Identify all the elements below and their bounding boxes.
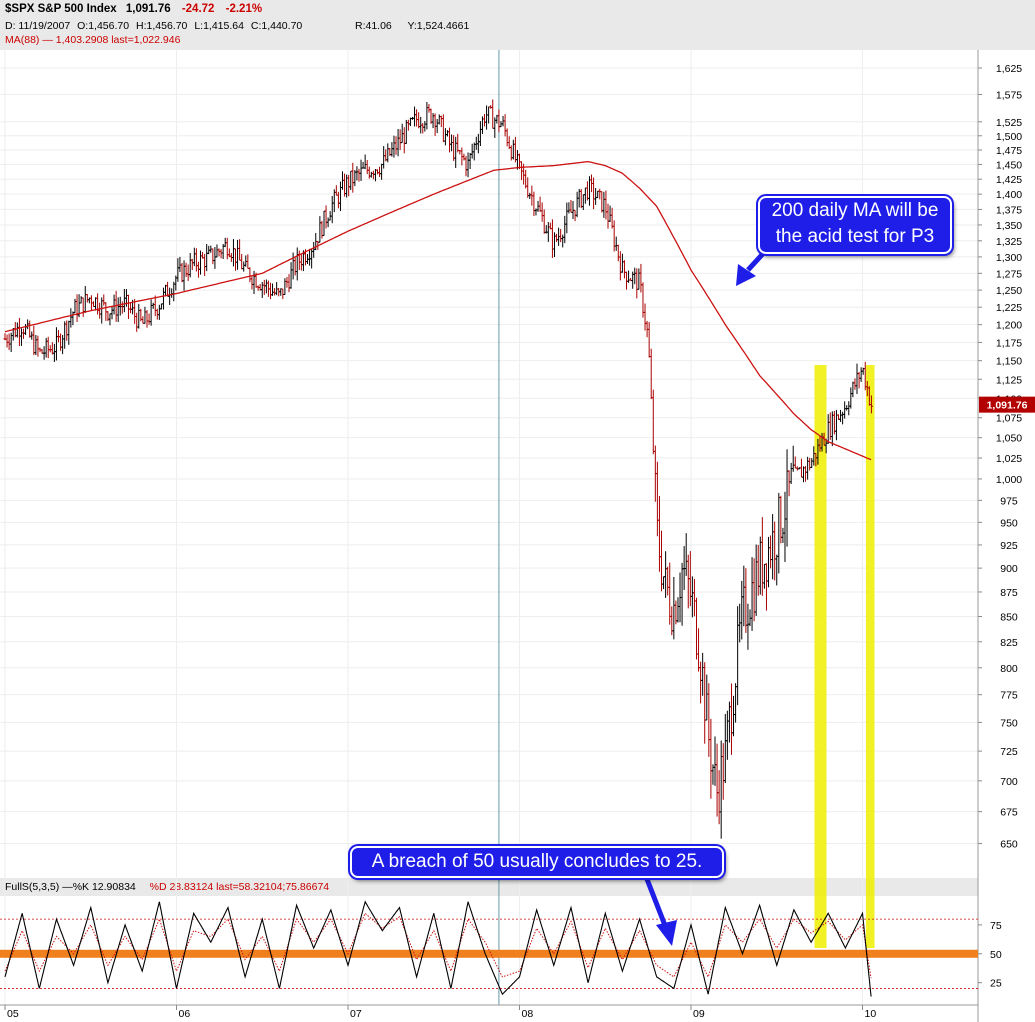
y-tick-label: 1,150 (996, 356, 1022, 368)
y-tick-label: 700 (1000, 776, 1018, 788)
stoch-k-label: —%K 12.90834 (62, 881, 136, 893)
y-tick-label: 1,075 (996, 413, 1022, 425)
ma-note-arrowhead (736, 264, 756, 286)
y-tick-label: 675 (1000, 807, 1018, 819)
y-tick-label: 1,025 (996, 453, 1022, 465)
y-tick-label: 800 (1000, 663, 1018, 675)
stoch-note-arrow (642, 873, 669, 929)
stoch-note-arrowhead (656, 920, 677, 946)
ma-line (4, 160, 872, 461)
price-change: -24.72 (181, 3, 215, 15)
ohlc-readout: D: 11/19/2007 O:1,456.70 H:1,456.70 L:1,… (5, 20, 302, 32)
y-tick-label: 1,300 (996, 252, 1022, 264)
y-tick-label: 775 (1000, 690, 1018, 702)
y-tick-label: 1,275 (996, 268, 1022, 280)
x-tick-label: 08 (522, 1008, 534, 1020)
x-tick-label: 06 (179, 1008, 191, 1020)
stochastic-header (0, 878, 978, 896)
annotation-arrows (642, 244, 772, 946)
ma-note-line1: 200 daily MA will be (771, 200, 939, 221)
y-tick-label: 1,525 (996, 117, 1022, 129)
ma-88-line (4, 160, 872, 461)
stoch-note-text: A breach of 50 usually concludes to 25. (371, 851, 703, 872)
stoch-y-label: 25 (990, 978, 1002, 990)
y-tick-label: 725 (1000, 746, 1018, 758)
price-bars (3, 99, 873, 839)
y-tick-label: 1,350 (996, 220, 1022, 232)
y-tick-label: 1,175 (996, 337, 1022, 349)
y-tick-label: 900 (1000, 563, 1018, 575)
chart-header (0, 0, 978, 50)
stoch-k-line (4, 900, 872, 997)
y-tick-label: 650 (1000, 839, 1018, 851)
y-value: Y:1,524.4661 (407, 20, 470, 32)
y-tick-label: 1,425 (996, 174, 1022, 186)
last-price-badge-text: 1,091.76 (987, 400, 1028, 412)
symbol-name: $SPX S&P 500 Index (5, 3, 117, 15)
y-tick-label: 1,575 (996, 89, 1022, 101)
y-tick-label: 925 (1000, 540, 1018, 552)
chart-header-right (978, 0, 1035, 50)
last-price: 1,091.76 (125, 3, 171, 15)
y-tick-label: 1,625 (996, 63, 1022, 75)
low-value: L:1,415.64 (194, 20, 244, 32)
bar-date: D: 11/19/2007 (5, 20, 71, 32)
symbol-title: $SPX S&P 500 Index 1,091.76 -24.72 -2.21… (5, 3, 262, 15)
highlight-bar (814, 365, 827, 948)
price-axis: 650 675 700 725 750 775 800 825 850 875 900 925 950 9… (977, 50, 1035, 1022)
stoch-d-line (4, 912, 872, 979)
y-tick-label: 975 (1000, 495, 1018, 507)
y-tick-label: 1,450 (996, 159, 1022, 171)
y-tick-label: 1,200 (996, 320, 1022, 332)
y-tick-label: 1,500 (996, 131, 1022, 143)
y-tick-label: 750 (1000, 717, 1018, 729)
y-tick-label: 1,250 (996, 285, 1022, 297)
highlight-bars (814, 365, 875, 948)
stoch-y-label: 75 (990, 920, 1002, 932)
stochastic-legend: FullS(5,3,5) —%K 12.90834 %D 28.83124 la… (5, 881, 329, 893)
y-tick-label: 1,125 (996, 374, 1022, 386)
y-tick-label: 1,325 (996, 236, 1022, 248)
stoch-y-label: 50 (990, 949, 1002, 961)
range-readout: R:41.06 Y:1,524.4661 (355, 20, 469, 32)
price-change-pct: -2.21% (225, 3, 263, 15)
open-value: O:1,456.70 (77, 20, 130, 32)
x-tick-label: 09 (693, 1008, 705, 1020)
y-tick-label: 1,050 (996, 433, 1022, 445)
level-50-band (0, 949, 978, 958)
y-tick-label: 1,000 (996, 474, 1022, 486)
highlight-bar (865, 365, 875, 948)
time-axis: 05 06 07 08 09 10 (0, 1004, 978, 1020)
y-tick-label: 1,375 (996, 204, 1022, 216)
y-tick-label: 950 (1000, 517, 1018, 529)
stochastic-panel: 25 50 75 (0, 900, 1002, 997)
stoch-d-label: %D 28.83124 last=58.32104;75.86674 (149, 881, 330, 893)
ma-note-callout: 200 daily MA will be the acid test for P… (758, 196, 952, 254)
last-price-badge (979, 396, 1035, 413)
x-tick-label: 10 (865, 1008, 877, 1020)
y-tick-label: 1,475 (996, 145, 1022, 157)
y-tick-label: 875 (1000, 587, 1018, 599)
y-tick-label: 825 (1000, 637, 1018, 649)
ma-legend: MA(88) — 1,403.2908 last=1,022.946 (5, 34, 181, 46)
y-tick-label: 850 (1000, 612, 1018, 624)
stoch-label: FullS(5,3,5) (5, 881, 60, 893)
stoch-note-callout: A breach of 50 usually concludes to 25. (350, 846, 724, 878)
ma-note-line2: the acid test for P3 (775, 226, 935, 247)
range-value: R:41.06 (355, 20, 392, 32)
y-tick-label: 1,225 (996, 302, 1022, 314)
close-value: C:1,440.70 (250, 20, 303, 32)
x-tick-label: 05 (7, 1008, 19, 1020)
high-value: H:1,456.70 (136, 20, 188, 32)
x-tick-label: 07 (350, 1008, 362, 1020)
y-tick-label: 1,400 (996, 189, 1022, 201)
